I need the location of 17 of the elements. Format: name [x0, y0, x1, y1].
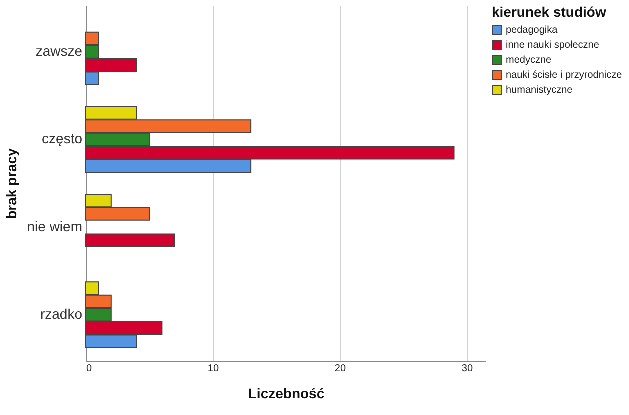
y-tick-label: rzadko [40, 306, 83, 322]
x-tick-label: 0 [86, 364, 92, 374]
legend-label: medyczne [506, 55, 552, 66]
legend-title: kierunek studiów [492, 4, 606, 20]
y-tick-label: często [42, 130, 83, 147]
x-tick-label: 20 [334, 364, 346, 374]
x-tick-label: 10 [208, 364, 220, 374]
y-tick-label: zawsze [36, 43, 83, 60]
x-axis-title: Liczebność [248, 386, 325, 402]
legend-label: pedagogika [506, 25, 558, 36]
x-tick-label: 30 [462, 364, 474, 374]
bar [86, 234, 176, 248]
legend-label: humanistyczne [506, 85, 574, 96]
y-axis-title: brak pracy [3, 148, 20, 220]
legend-label: inne nauki społeczne [506, 40, 600, 51]
legend-label: nauki ścisłe i przyrodnicze [506, 70, 623, 81]
y-tick-label: nie wiem [27, 218, 82, 234]
